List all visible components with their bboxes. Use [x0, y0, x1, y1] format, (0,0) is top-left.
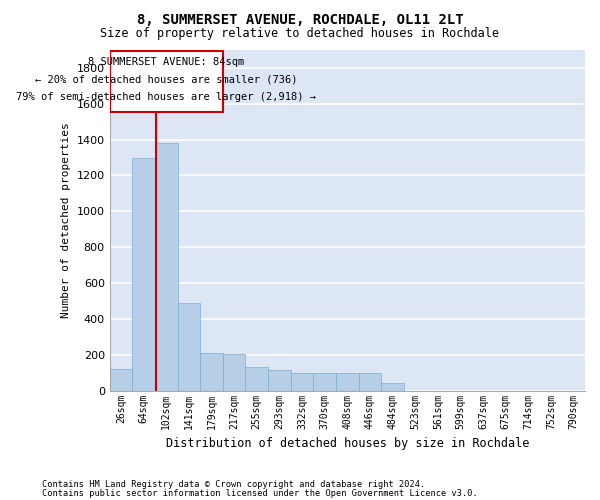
- Y-axis label: Number of detached properties: Number of detached properties: [61, 122, 71, 318]
- Text: 8 SUMMERSET AVENUE: 84sqm: 8 SUMMERSET AVENUE: 84sqm: [88, 56, 244, 66]
- Text: 79% of semi-detached houses are larger (2,918) →: 79% of semi-detached houses are larger (…: [16, 92, 316, 102]
- Bar: [223, 354, 245, 391]
- Text: ← 20% of detached houses are smaller (736): ← 20% of detached houses are smaller (73…: [35, 75, 298, 85]
- Bar: [200, 353, 223, 391]
- Text: Contains public sector information licensed under the Open Government Licence v3: Contains public sector information licen…: [42, 488, 478, 498]
- Bar: [178, 303, 200, 390]
- Bar: [132, 158, 155, 390]
- Bar: [268, 370, 291, 390]
- Bar: [291, 372, 313, 390]
- Bar: [110, 369, 132, 390]
- Text: Size of property relative to detached houses in Rochdale: Size of property relative to detached ho…: [101, 28, 499, 40]
- Bar: [245, 368, 268, 390]
- X-axis label: Distribution of detached houses by size in Rochdale: Distribution of detached houses by size …: [166, 437, 529, 450]
- Bar: [336, 372, 359, 390]
- Bar: [110, 51, 223, 112]
- Text: 8, SUMMERSET AVENUE, ROCHDALE, OL11 2LT: 8, SUMMERSET AVENUE, ROCHDALE, OL11 2LT: [137, 12, 463, 26]
- Bar: [155, 143, 178, 390]
- Bar: [359, 372, 381, 390]
- Bar: [313, 372, 336, 390]
- Text: Contains HM Land Registry data © Crown copyright and database right 2024.: Contains HM Land Registry data © Crown c…: [42, 480, 425, 489]
- Bar: [381, 384, 404, 390]
